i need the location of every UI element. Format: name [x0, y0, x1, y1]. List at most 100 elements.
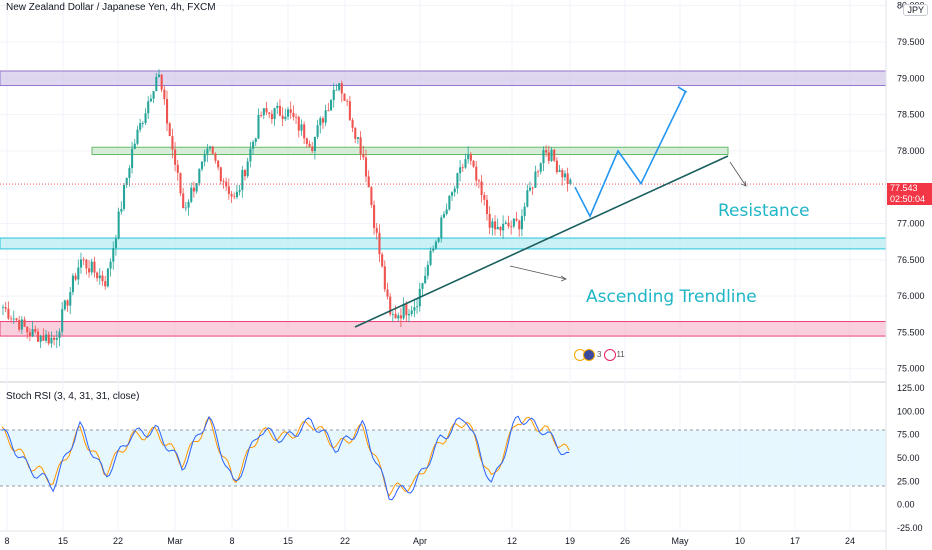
candle — [359, 137, 362, 155]
event-markers[interactable]: 3 11 — [574, 349, 625, 361]
zone-3 — [0, 321, 887, 337]
candle — [122, 185, 126, 209]
candle — [464, 159, 467, 168]
trendline-label: Ascending Trendline — [586, 287, 757, 307]
zone-1 — [91, 146, 729, 156]
candle — [364, 157, 368, 177]
candle — [20, 319, 23, 330]
time-tick-label: 26 — [620, 536, 630, 546]
candle — [106, 268, 109, 287]
candle — [268, 112, 271, 114]
candle — [394, 313, 397, 319]
price-tick-label: 76.500 — [897, 255, 925, 265]
candle — [373, 204, 376, 229]
candle — [273, 107, 276, 120]
candle — [469, 154, 472, 161]
candle — [149, 98, 152, 102]
time-tick-label: 8 — [4, 536, 9, 546]
projection-path — [574, 92, 686, 219]
candle — [168, 123, 171, 137]
candle — [117, 211, 120, 239]
candle — [34, 329, 37, 332]
candle — [354, 127, 357, 139]
time-tick-label: Apr — [413, 536, 427, 546]
candles — [2, 69, 572, 349]
candle — [405, 304, 408, 316]
candle — [292, 112, 295, 117]
candle — [539, 163, 542, 172]
stoch-band — [0, 430, 886, 486]
candle — [515, 218, 518, 221]
candle — [203, 153, 206, 162]
candle — [260, 114, 263, 116]
candle — [319, 118, 322, 126]
ascending-trendline — [354, 155, 729, 328]
candle — [477, 180, 480, 182]
candle — [77, 267, 80, 280]
price-tick-label: 79.000 — [897, 73, 925, 83]
candle — [518, 220, 521, 230]
candle — [26, 326, 29, 333]
candle — [281, 115, 284, 120]
candle — [407, 313, 411, 316]
currency-badge[interactable]: JPY — [903, 4, 928, 16]
candle — [139, 123, 142, 130]
candle — [66, 300, 69, 306]
candle — [252, 141, 255, 149]
candle — [453, 188, 456, 193]
stoch-title: Stoch RSI (3, 4, 31, 31, close) — [6, 391, 140, 402]
candle — [547, 152, 550, 161]
candle — [190, 187, 193, 202]
candle — [375, 228, 378, 233]
candle — [429, 250, 432, 265]
candle — [227, 186, 230, 194]
candle — [343, 93, 346, 101]
candle — [128, 168, 131, 178]
candle — [550, 149, 553, 161]
candle — [276, 105, 279, 108]
arrow-head — [740, 180, 747, 187]
candle — [184, 207, 187, 209]
time-tick-label: 10 — [735, 536, 745, 546]
candle — [432, 248, 435, 251]
candle — [71, 275, 74, 293]
candle — [160, 74, 163, 90]
candle — [152, 91, 155, 99]
candle — [61, 309, 64, 332]
candle — [101, 275, 104, 282]
candle — [507, 222, 510, 227]
candle — [488, 214, 491, 228]
candle — [249, 148, 252, 162]
candle — [520, 216, 524, 230]
event-icon[interactable] — [604, 349, 617, 361]
candle — [74, 275, 77, 280]
candle — [155, 76, 158, 92]
candle — [90, 261, 93, 273]
candle — [136, 129, 139, 144]
candle — [399, 315, 403, 319]
stoch-tick-label: 25.00 — [897, 476, 920, 486]
candle — [367, 176, 370, 188]
candle — [504, 222, 507, 224]
candle — [31, 329, 34, 337]
candle — [109, 261, 112, 269]
candle — [340, 83, 343, 94]
candle — [206, 148, 209, 154]
zones — [0, 70, 887, 337]
zone-2 — [0, 237, 887, 250]
candle — [47, 334, 50, 344]
candle — [295, 116, 298, 118]
candle — [254, 138, 257, 142]
candle — [483, 194, 486, 200]
candle — [209, 146, 212, 149]
flag-icon[interactable] — [583, 349, 595, 361]
candle — [381, 254, 384, 267]
axis-background — [886, 0, 932, 550]
candle — [23, 319, 26, 327]
candle — [440, 217, 443, 239]
candle — [502, 223, 505, 231]
candle — [461, 167, 464, 169]
arrow-resistance — [729, 161, 747, 187]
candle — [424, 275, 427, 284]
